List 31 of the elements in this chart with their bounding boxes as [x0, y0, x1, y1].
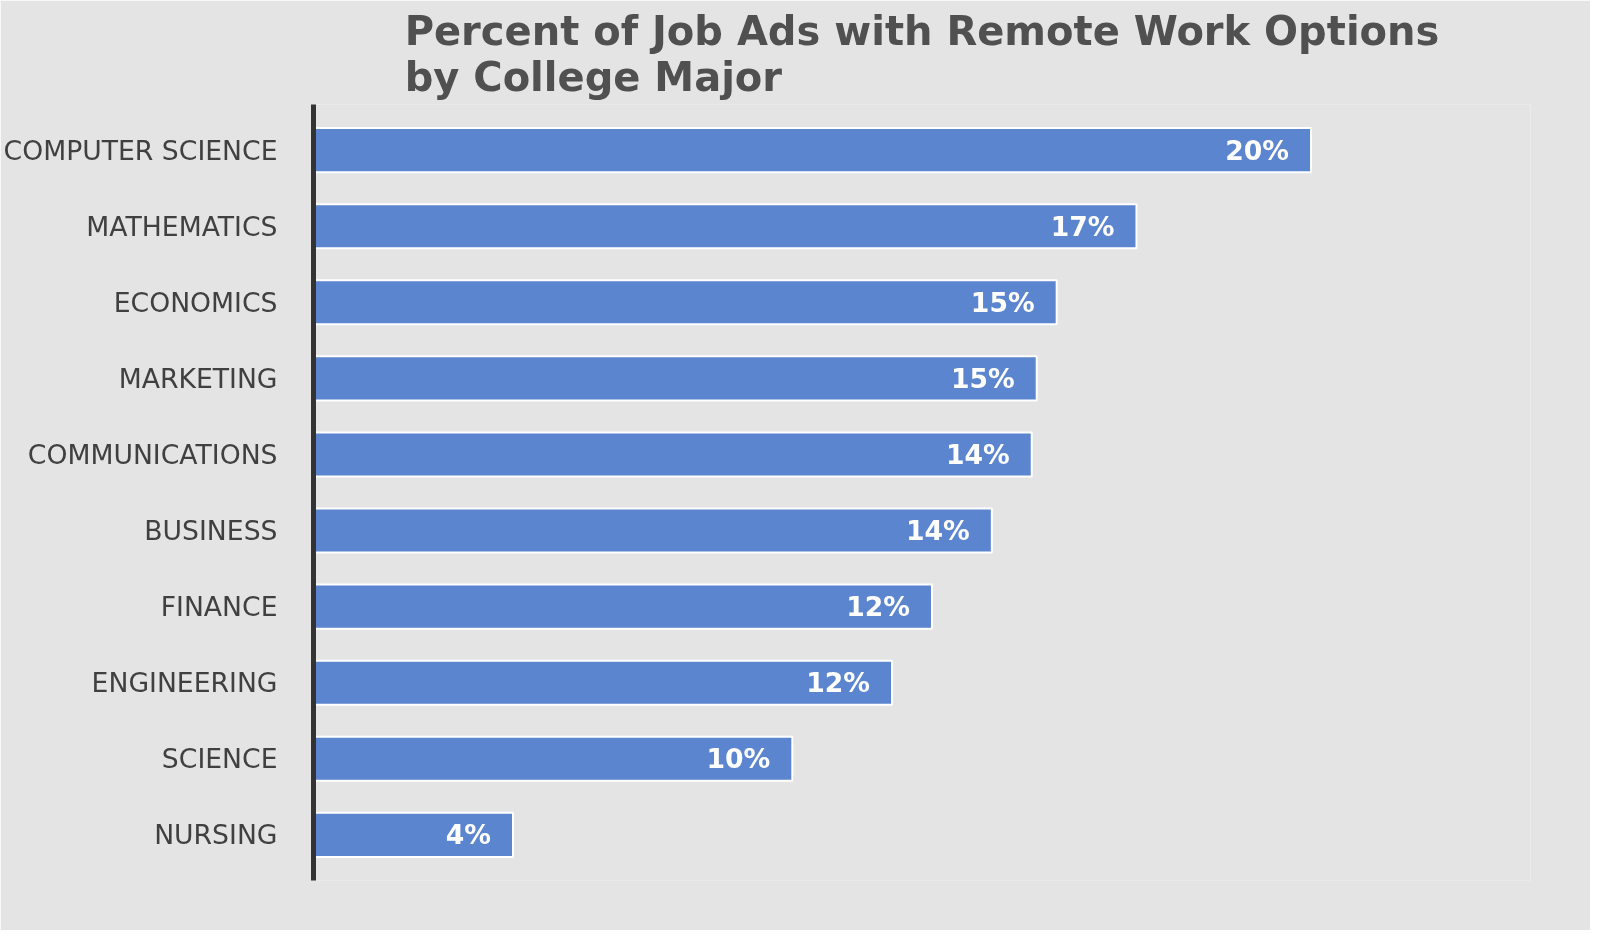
y-tick-label: COMMUNICATIONS: [27, 438, 278, 470]
bar: [313, 583, 933, 630]
y-tick-label: ECONOMICS: [113, 286, 278, 318]
bar: [313, 811, 515, 858]
data-label: 15%: [970, 286, 1035, 318]
y-tick-label: MATHEMATICS: [86, 210, 278, 242]
bar: [313, 279, 1058, 326]
y-tick-label: COMPUTER SCIENCE: [3, 134, 278, 166]
data-label: 14%: [906, 515, 970, 547]
bar: [313, 203, 1138, 250]
data-label: 4%: [445, 819, 492, 851]
y-tick-label: MARKETING: [118, 362, 278, 394]
bar: [313, 659, 894, 706]
data-label: 12%: [846, 591, 910, 623]
data-label: 12%: [806, 667, 871, 699]
bar: [313, 507, 993, 554]
y-tick-label: FINANCE: [160, 591, 278, 623]
bar: [313, 735, 794, 782]
bar: [313, 431, 1033, 478]
y-tick-label: BUSINESS: [144, 515, 278, 547]
data-label: 20%: [1225, 134, 1290, 166]
bar: [313, 127, 1313, 174]
bar: [313, 355, 1038, 402]
data-label: 15%: [950, 362, 1015, 394]
y-tick-label: NURSING: [154, 819, 278, 851]
y-tick-label: ENGINEERING: [91, 667, 278, 699]
data-label: 14%: [945, 438, 1010, 470]
chart-title: Percent of Job Ads with Remote Work Options by College Major: [404, 7, 1440, 100]
y-tick-label: SCIENCE: [161, 743, 278, 775]
data-label: 17%: [1050, 210, 1115, 242]
data-label: 10%: [706, 743, 771, 775]
